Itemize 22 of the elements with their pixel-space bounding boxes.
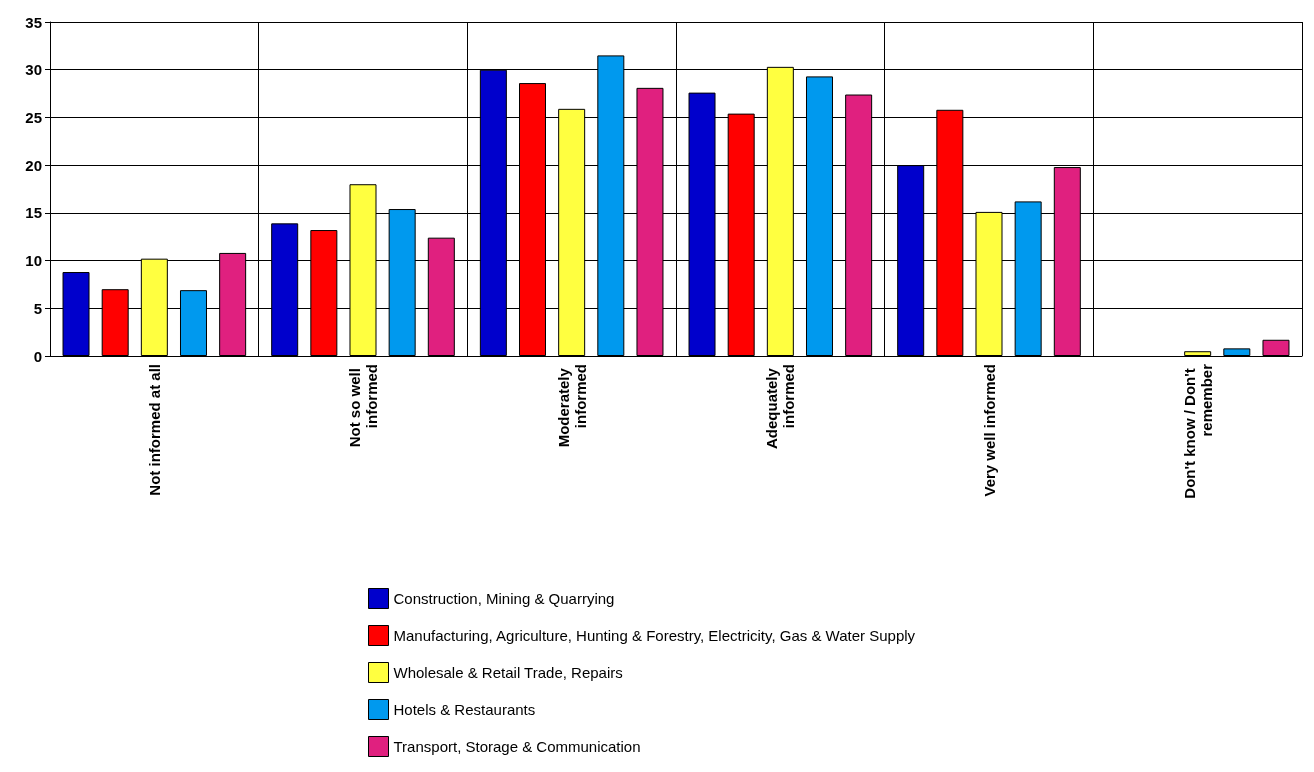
y-tick-label: 10 xyxy=(25,252,42,270)
legend-label: Hotels & Restaurants xyxy=(393,701,536,718)
y-tick-label: 0 xyxy=(33,347,42,365)
legend-label: Wholesale & Retail Trade, Repairs xyxy=(393,664,623,681)
x-tick-label: Very well informed xyxy=(980,364,998,497)
y-tick-label: 30 xyxy=(25,61,42,79)
legend-label: Manufacturing, Agriculture, Hunting & Forestry, Electricity, Gas & Water Supply xyxy=(393,627,916,644)
x-tick-label: Adequately informed xyxy=(763,364,798,450)
x-tick-label: Not so well informed xyxy=(346,364,380,448)
y-tick-label: 20 xyxy=(25,156,42,174)
x-tick-label: Moderately informed xyxy=(554,364,589,448)
bar xyxy=(1223,348,1251,356)
y-tick-label: 5 xyxy=(33,299,42,317)
x-tick-label: Don't know / Don't remember xyxy=(1180,363,1215,499)
y-tick-label: 15 xyxy=(25,204,42,222)
x-tick-label: Not informed at all xyxy=(145,364,163,496)
legend-label: Construction, Mining & Quarrying xyxy=(393,590,615,607)
y-tick-label: 35 xyxy=(25,13,42,31)
y-tick-label: 25 xyxy=(25,108,42,126)
legend-label: Transport, Storage & Communication xyxy=(393,738,641,755)
bar xyxy=(1262,339,1290,356)
bar xyxy=(1184,351,1212,356)
